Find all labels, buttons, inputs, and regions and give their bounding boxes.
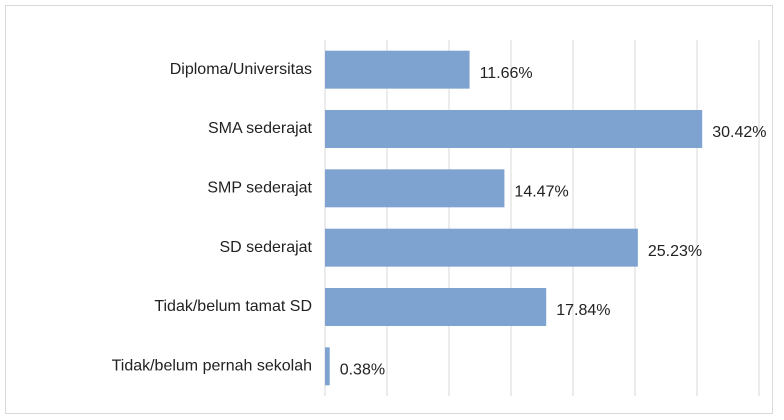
bar — [325, 169, 505, 208]
y-tick-label: SMA sederajat — [208, 120, 313, 137]
bar — [325, 110, 703, 148]
bar — [325, 347, 330, 386]
y-tick-label: Tidak/belum pernah sekolah — [112, 358, 312, 375]
data-label: 0.38% — [340, 362, 385, 379]
data-label: 17.84% — [556, 302, 610, 319]
data-label: 30.42% — [712, 124, 766, 141]
y-tick-label: Diploma/Universitas — [170, 61, 312, 78]
y-tick-label: Tidak/belum tamat SD — [154, 298, 312, 315]
y-tick-label: SD sederajat — [220, 239, 313, 256]
bar — [325, 50, 470, 89]
bar — [325, 288, 547, 326]
data-label: 14.47% — [514, 184, 568, 201]
data-label: 25.23% — [648, 243, 702, 260]
bar — [325, 228, 638, 267]
y-tick-label: SMP sederajat — [207, 180, 312, 197]
data-label: 11.66% — [480, 65, 533, 82]
